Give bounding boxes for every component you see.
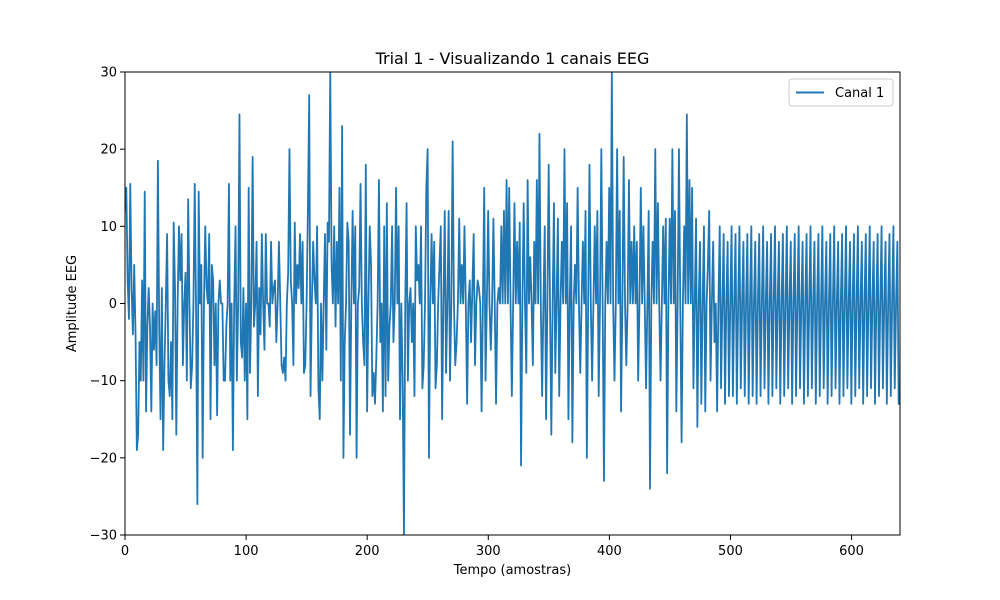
legend: Canal 1 bbox=[788, 78, 894, 107]
y-axis-label: Amplitude EEG bbox=[65, 255, 80, 352]
series-layer bbox=[125, 72, 900, 535]
x-axis: 0 100 200 300 400 500 600 bbox=[121, 535, 864, 559]
y-axis: −30 −20 −10 0 10 20 30 bbox=[90, 66, 125, 544]
x-tick-label: 300 bbox=[476, 544, 501, 559]
x-tick-label: 500 bbox=[718, 544, 743, 559]
x-tick-label: 400 bbox=[597, 544, 622, 559]
chart-title: Trial 1 - Visualizando 1 canais EEG bbox=[375, 49, 650, 68]
y-tick-label: 20 bbox=[100, 143, 117, 158]
x-tick-label: 200 bbox=[355, 544, 380, 559]
x-tick-label: 100 bbox=[234, 544, 259, 559]
legend-label-canal-1: Canal 1 bbox=[835, 86, 884, 101]
y-tick-label: 10 bbox=[100, 220, 117, 235]
x-tick-label: 0 bbox=[121, 544, 129, 559]
series-line-canal-1 bbox=[125, 72, 900, 535]
y-tick-label: −10 bbox=[90, 374, 117, 389]
y-tick-label: −30 bbox=[90, 529, 117, 544]
y-tick-label: −20 bbox=[90, 451, 117, 466]
legend-box bbox=[788, 78, 894, 107]
plot-area bbox=[124, 71, 901, 536]
y-tick-label: 30 bbox=[100, 66, 117, 81]
y-tick-label: 0 bbox=[109, 297, 117, 312]
x-tick-label: 600 bbox=[839, 544, 864, 559]
x-axis-label: Tempo (amostras) bbox=[453, 563, 571, 578]
